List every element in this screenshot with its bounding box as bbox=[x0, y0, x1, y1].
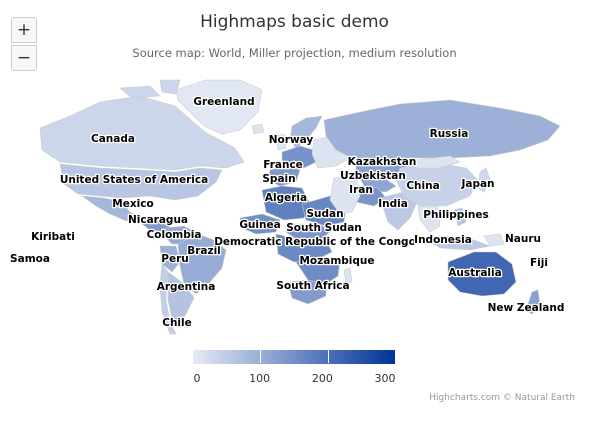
country-label-new-zealand: New Zealand bbox=[488, 302, 565, 314]
country-shape-russia[interactable] bbox=[323, 99, 561, 163]
country-label-brazil: Brazil bbox=[187, 245, 221, 257]
country-label-philippines: Philippines bbox=[423, 209, 488, 221]
land-layer bbox=[39, 79, 561, 335]
country-label-algeria: Algeria bbox=[265, 192, 307, 204]
country-label-uzbekistan: Uzbekistan bbox=[340, 170, 406, 182]
country-label-argentina: Argentina bbox=[157, 281, 216, 293]
country-shape-south-africa[interactable] bbox=[287, 279, 327, 305]
country-label-guinea: Guinea bbox=[239, 219, 280, 231]
country-label-canada: Canada bbox=[91, 133, 135, 145]
country-shape-brazil[interactable] bbox=[177, 233, 227, 295]
zoom-in-button[interactable]: + bbox=[11, 17, 37, 43]
country-label-south-sudan: South Sudan bbox=[286, 222, 362, 234]
legend-tick-label: 300 bbox=[374, 372, 396, 385]
country-shape-japan[interactable] bbox=[477, 167, 491, 193]
legend-gradient bbox=[193, 350, 395, 364]
country-shape-united-states-of-america[interactable] bbox=[59, 163, 223, 201]
country-shape-new-zealand[interactable] bbox=[525, 289, 541, 315]
country-label-kiribati: Kiribati bbox=[31, 231, 75, 243]
country-shape-france[interactable] bbox=[281, 145, 317, 169]
country-shape-mexico[interactable] bbox=[80, 195, 141, 225]
country-label-norway: Norway bbox=[269, 134, 314, 146]
color-axis-legend bbox=[193, 349, 395, 364]
country-shape-australia[interactable] bbox=[447, 251, 517, 297]
zoom-out-button[interactable]: − bbox=[11, 45, 37, 71]
country-label-nicaragua: Nicaragua bbox=[128, 214, 188, 226]
country-label-china: China bbox=[406, 180, 439, 192]
country-label-south-africa: South Africa bbox=[276, 280, 349, 292]
country-shape-iceland[interactable] bbox=[251, 123, 265, 135]
country-shape-png[interactable] bbox=[483, 233, 505, 247]
country-label-mexico: Mexico bbox=[112, 198, 153, 210]
map-subtitle: Source map: World, Miller projection, me… bbox=[132, 46, 457, 60]
country-label-kazakhstan: Kazakhstan bbox=[348, 156, 417, 168]
legend-tick-mark bbox=[260, 349, 262, 363]
country-label-japan: Japan bbox=[460, 178, 494, 190]
country-shape-democratic-republic-of-the-congo[interactable] bbox=[275, 233, 333, 263]
country-shape-philippines[interactable] bbox=[453, 207, 467, 227]
country-label-democratic-republic-of-the-congo: Democratic Republic of the Congo bbox=[214, 236, 416, 248]
country-label-chile: Chile bbox=[162, 317, 192, 329]
country-label-australia: Australia bbox=[448, 267, 501, 279]
country-label-india: India bbox=[378, 198, 408, 210]
country-label-nauru: Nauru bbox=[505, 233, 541, 245]
country-label-samoa: Samoa bbox=[10, 253, 50, 265]
country-label-indonesia: Indonesia bbox=[414, 234, 472, 246]
country-shape-greenland[interactable] bbox=[175, 79, 263, 135]
country-label-france: France bbox=[263, 159, 303, 171]
country-shape-argentina[interactable] bbox=[167, 271, 195, 327]
country-label-iran: Iran bbox=[349, 184, 373, 196]
country-label-greenland: Greenland bbox=[193, 96, 254, 108]
country-label-fiji: Fiji bbox=[530, 257, 548, 269]
country-label-mozambique: Mozambique bbox=[299, 255, 374, 267]
country-shape-peru[interactable] bbox=[159, 245, 181, 273]
country-label-sudan: Sudan bbox=[306, 208, 343, 220]
country-shape-uk[interactable] bbox=[275, 133, 287, 151]
country-shape-guinea[interactable] bbox=[239, 213, 281, 235]
legend-tick-label: 100 bbox=[249, 372, 271, 385]
country-label-peru: Peru bbox=[161, 253, 188, 265]
country-label-spain: Spain bbox=[262, 173, 295, 185]
map-title: Highmaps basic demo bbox=[200, 12, 389, 32]
country-shape-spain[interactable] bbox=[267, 165, 301, 187]
country-shape-chile[interactable] bbox=[159, 263, 177, 335]
country-shape-mozambique[interactable] bbox=[295, 257, 341, 285]
country-shape-canada[interactable] bbox=[39, 79, 245, 171]
legend-tick-label: 0 bbox=[193, 372, 201, 385]
country-shape-mongolia[interactable] bbox=[415, 155, 461, 169]
country-shape-madagascar[interactable] bbox=[343, 267, 353, 287]
country-label-russia: Russia bbox=[430, 128, 469, 140]
country-label-layer: Greenland Canada United States of America M… bbox=[9, 95, 566, 331]
legend-tick-label: 200 bbox=[311, 372, 333, 385]
country-label-colombia: Colombia bbox=[147, 229, 202, 241]
country-label-united-states-of-america: United States of America bbox=[60, 174, 208, 186]
country-shape-middle-east[interactable] bbox=[329, 175, 361, 215]
country-shape-norway[interactable] bbox=[289, 115, 323, 149]
credits-link[interactable]: Highcharts.com © Natural Earth bbox=[429, 393, 575, 403]
legend-tick-mark bbox=[327, 349, 329, 363]
country-shape-se-asia[interactable] bbox=[417, 205, 441, 233]
